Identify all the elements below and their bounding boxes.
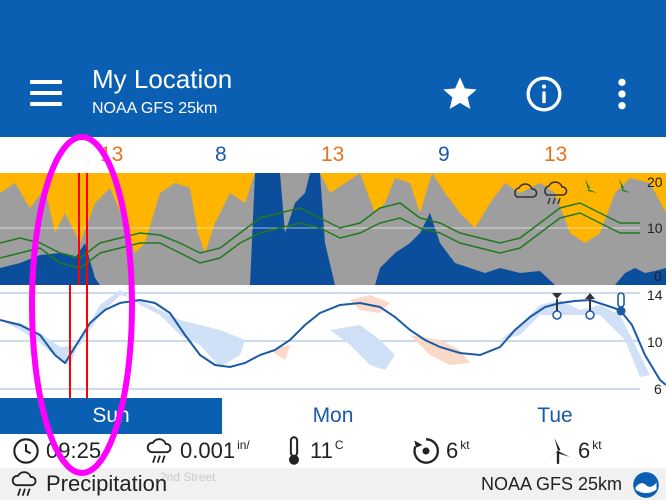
noaa-logo-icon [633, 472, 659, 498]
rain-area [375, 213, 555, 285]
app-bar: My Location NOAA GFS 25km [0, 0, 666, 137]
precip-readout: 0.001 in/ [146, 434, 250, 468]
wind-direction-marker [585, 293, 595, 320]
hour-label: 13 [544, 143, 568, 166]
wind-turbine-icon [614, 179, 631, 195]
cloud-axis-label: 20 [647, 174, 663, 190]
temp-axis-label: 14 [647, 287, 663, 303]
wind-value: 6 [578, 438, 591, 463]
menu-button[interactable] [30, 80, 62, 106]
feels-like-warm-area [410, 335, 470, 365]
wind-turbine-icon [547, 438, 570, 464]
layer-bar: 2nd Street Precipitation NOAA GFS 25km [0, 468, 666, 500]
cloud-cover-area [0, 173, 666, 285]
precip-value: 0.001 [180, 438, 236, 463]
day-tab-tue[interactable]: Tue [537, 404, 573, 427]
thermometer-icon [616, 292, 626, 316]
gust-readout: 6 kt [412, 434, 470, 468]
temp-axis-label: 10 [647, 334, 663, 350]
wind-turbine-icon [580, 179, 597, 195]
page-subtitle: NOAA GFS 25km [92, 100, 218, 117]
hour-label: 8 [215, 143, 227, 166]
precip-unit: in/ [237, 438, 250, 452]
wind-unit: kt [592, 438, 602, 452]
menu-icon-bar [30, 91, 62, 95]
wind-direction-marker [552, 293, 562, 320]
cloud-sun-rain-chart[interactable] [0, 173, 666, 285]
rain-area [615, 268, 666, 285]
temp-value: 11 [310, 438, 333, 463]
day-tab-sun[interactable]: Sun [0, 398, 222, 434]
model-label[interactable]: NOAA GFS 25km [480, 474, 622, 494]
wind-readout: 6 kt [544, 434, 602, 468]
temp-axis-label: 6 [654, 381, 662, 397]
more-vert-icon[interactable] [602, 74, 642, 114]
current-conditions: 09:25 0.001 in/ 11 C 6 kt 6 [0, 434, 666, 468]
feels-like-warm-area [270, 345, 290, 360]
cloud-axis-label: 10 [647, 220, 663, 236]
clock-icon [13, 438, 39, 464]
thermometer-icon [289, 436, 299, 465]
menu-icon [30, 80, 62, 84]
day-tab-mon[interactable]: Mon [312, 404, 354, 427]
map-street-label: 2nd Street [160, 470, 216, 484]
temperature-chart[interactable] [0, 285, 666, 398]
time-value: 09:25 [46, 438, 102, 463]
cloud-icon [514, 183, 538, 198]
gust-unit: kt [460, 438, 470, 452]
cloud-axis-label: 0 [654, 268, 662, 284]
rain-cloud-icon [11, 471, 37, 496]
rain-cloud-icon [146, 438, 172, 463]
hour-label: 13 [100, 143, 124, 166]
info-icon[interactable] [524, 74, 564, 114]
rain-area [250, 173, 335, 285]
temp-unit: C [334, 438, 344, 452]
day-selector: Sun Mon Tue [0, 398, 666, 434]
layer-selector[interactable]: Precipitation [10, 470, 167, 498]
layer-label: Precipitation [46, 471, 168, 496]
gust-value: 6 [446, 438, 459, 463]
hour-label: 13 [321, 143, 345, 166]
rain-cloud-icon [544, 181, 568, 205]
star-icon[interactable] [440, 74, 480, 114]
hour-label: 9 [438, 143, 450, 166]
feels-like-cold-area [500, 300, 650, 377]
feels-like-cold-area [330, 325, 395, 370]
page-title: My Location [92, 64, 233, 94]
temp-readout: 11 C [284, 434, 344, 468]
time-readout: 09:25 [12, 434, 101, 468]
wind-gust-icon [413, 438, 440, 464]
menu-icon-bar [30, 102, 62, 106]
